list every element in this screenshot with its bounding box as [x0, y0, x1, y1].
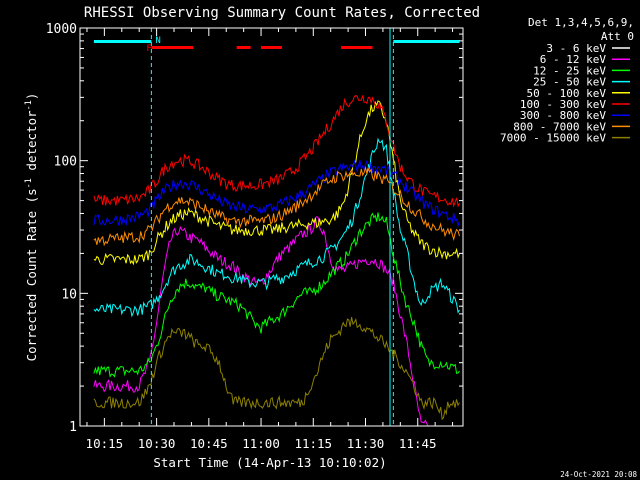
chart-title: RHESSI Observing Summary Count Rates, Co… [84, 5, 480, 21]
legend-label-7: 800 - 7000 keV [513, 120, 606, 133]
legend-label-0: 3 - 6 keV [546, 42, 606, 55]
legend-label-2: 12 - 25 keV [533, 64, 606, 77]
series-line-6 [93, 159, 460, 228]
y-tick-label-0: 1 [69, 420, 77, 435]
legend-header-line1: Det 1,3,4,5,6,9, [528, 16, 634, 29]
legend-label-6: 300 - 800 keV [520, 109, 606, 122]
flag-bar-red-2 [261, 46, 282, 49]
flag-bar-cyan-0 [93, 40, 152, 43]
x-tick-label-6: 11:45 [399, 436, 437, 451]
x-tick-label-1: 10:30 [138, 436, 176, 451]
series-line-7 [93, 165, 460, 247]
y-axis: 1 10 100 1000 [46, 22, 463, 435]
legend-label-3: 25 - 50 keV [533, 76, 606, 89]
y-tick-label-1: 10 [61, 287, 77, 302]
y-label-sup2: -1 [24, 100, 34, 110]
legend-label-1: 6 - 12 keV [540, 53, 607, 66]
plot-frame [79, 27, 464, 427]
series-line-8 [93, 317, 460, 421]
footer-date: 24-Oct-2021 20:08 [560, 470, 637, 479]
flag-label-f: F [146, 44, 151, 54]
flag-bar-red-1 [236, 46, 251, 49]
flag-bar-cyan-1 [393, 40, 460, 43]
y-label-sup1: -1 [24, 178, 34, 188]
flag-bar-red-3 [341, 46, 373, 49]
x-axis-label: Start Time (14-Apr-13 10:10:02) [153, 455, 386, 470]
series-line-5 [93, 94, 460, 208]
series-line-0 [93, 229, 408, 393]
y-label-part2: detector [24, 110, 39, 178]
x-tick-label-0: 10:15 [86, 436, 124, 451]
x-tick-label-5: 11:30 [347, 436, 385, 451]
legend-header-line2: Att 0 [601, 30, 634, 43]
y-tick-label-2: 100 [54, 155, 77, 170]
legend-label-8: 7000 - 15000 keV [500, 132, 606, 145]
x-tick-label-3: 11:00 [242, 436, 280, 451]
flag-label-n: N [155, 36, 160, 46]
y-axis-label: Corrected Count Rate (s-1 detector-1) [24, 93, 39, 362]
legend-label-5: 100 - 300 keV [520, 98, 606, 111]
x-tick-label-2: 10:45 [190, 436, 228, 451]
y-label-part3: ) [24, 93, 39, 101]
series-line-2 [93, 212, 460, 378]
flag-bar-red-0 [151, 46, 194, 49]
x-axis: 10:15 10:30 10:45 11:00 11:15 11:30 11:45 [86, 28, 454, 451]
y-label-part1: Corrected Count Rate (s [24, 188, 39, 361]
series-line-4 [93, 100, 460, 266]
series-line-3 [93, 137, 460, 318]
series-line-1 [93, 216, 429, 427]
legend-label-4: 50 - 100 keV [527, 87, 607, 100]
x-tick-label-4: 11:15 [294, 436, 332, 451]
plot-area: NF [93, 28, 460, 427]
y-tick-label-3: 1000 [46, 22, 77, 37]
